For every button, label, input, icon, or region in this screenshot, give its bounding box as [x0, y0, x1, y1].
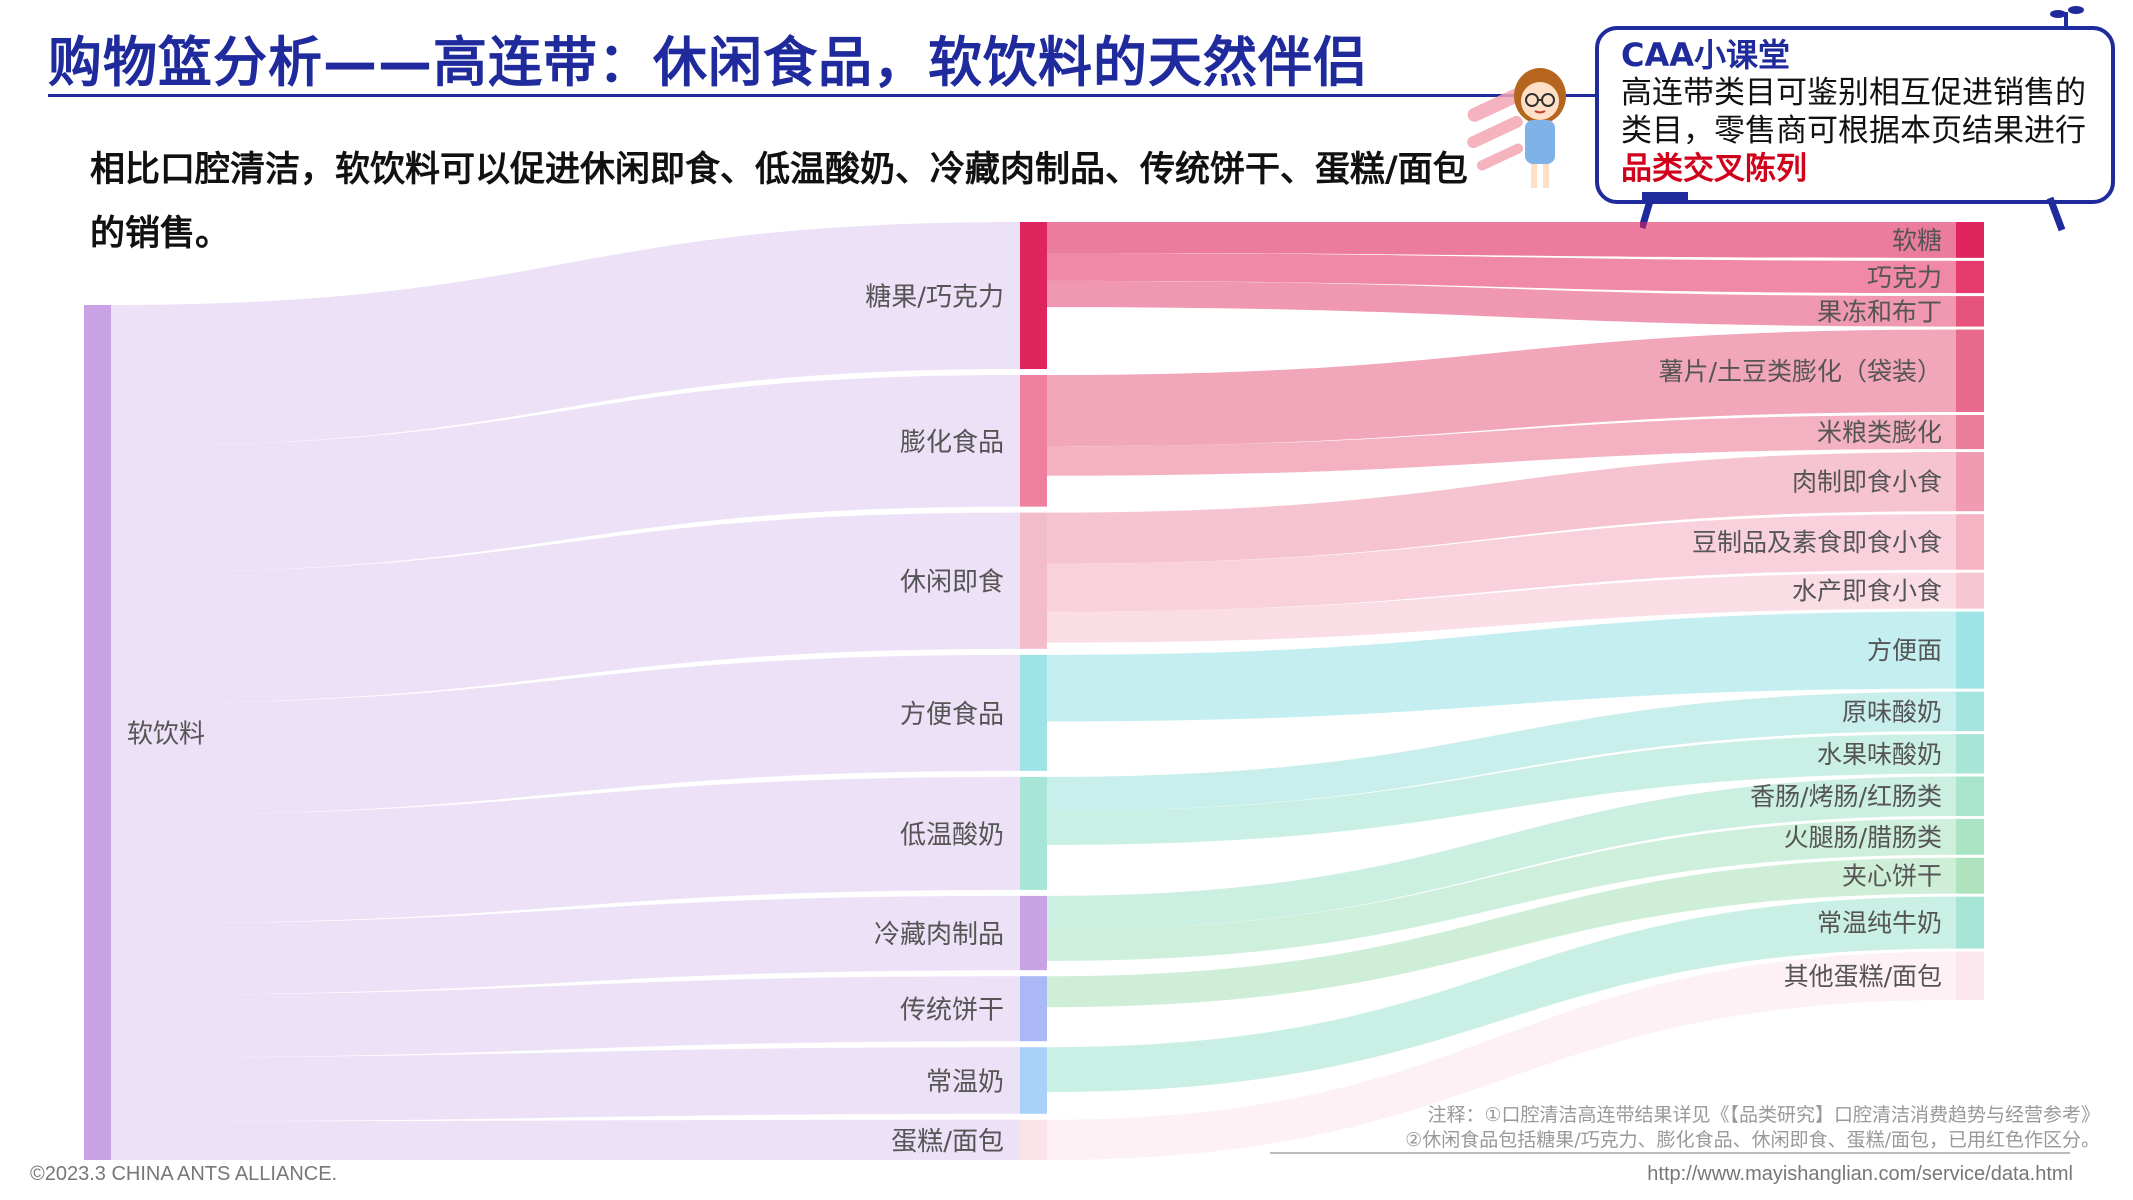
sankey-label-l2-2: 果冻和布丁 — [1817, 297, 1942, 326]
sankey-node-l2-3 — [1956, 329, 1984, 413]
sankey-flow-l2-8 — [1047, 611, 1956, 722]
sankey-node-l1-4 — [1020, 776, 1047, 890]
source-url[interactable]: http://www.mayishanglian.com/service/dat… — [1647, 1163, 2073, 1185]
sankey-label-l1-2: 休闲即食 — [900, 568, 1004, 598]
sankey-flow-source-6 — [111, 976, 1020, 1058]
sankey-label-l2-0: 软糖 — [1892, 226, 1942, 255]
tip-callout: CAA小课堂 高连带类目可鉴别相互促进销售的类目，零售商可根据本页结果进行品类交… — [1595, 26, 2115, 204]
sankey-flow-source-8 — [111, 1119, 1020, 1160]
sankey-node-l2-5 — [1956, 452, 1984, 512]
sankey-flow-source-7 — [111, 1047, 1020, 1122]
sankey-flow-l2-5 — [1047, 452, 1956, 564]
sankey-flow-source-0 — [111, 222, 1020, 447]
sankey-label-l2-5: 肉制即食小食 — [1792, 468, 1942, 497]
sankey-label-l1-8: 蛋糕/面包 — [891, 1127, 1004, 1157]
sankey-node-l2-11 — [1956, 776, 1984, 816]
sankey-node-l2-10 — [1956, 734, 1984, 774]
sprout-icon — [2050, 6, 2084, 30]
sankey-label-l2-4: 米粮类膨化 — [1817, 418, 1942, 447]
sankey-flow-source-1 — [111, 375, 1020, 573]
sankey-label-l2-3: 薯片/土豆类膨化（袋装） — [1659, 357, 1942, 386]
sankey-node-l2-15 — [1956, 951, 1984, 1000]
note-line-2: ②休闲食品包括糖果/巧克力、膨化食品、休闲即食、蛋糕/面包，已用红色作区分。 — [1405, 1129, 2100, 1151]
sankey-flow-l2-6 — [1047, 514, 1956, 612]
sankey-flow-l2-10 — [1047, 734, 1956, 846]
sankey-label-l2-7: 水产即食小食 — [1792, 577, 1942, 606]
sankey-label-l2-12: 火腿肠/腊肠类 — [1784, 823, 1942, 852]
sankey-node-l2-13 — [1956, 857, 1984, 894]
sankey-node-l1-1 — [1020, 375, 1047, 507]
sankey-node-l2-7 — [1956, 572, 1984, 609]
sankey-label-l1-7: 常温奶 — [926, 1067, 1004, 1097]
footer-divider — [1270, 1152, 2070, 1154]
sankey-node-l2-2 — [1956, 296, 1984, 327]
sankey-label-l2-1: 巧克力 — [1867, 263, 1942, 292]
sankey-label-l2-8: 方便面 — [1867, 636, 1942, 665]
sankey-label-l2-11: 香肠/烤肠/红肠类 — [1750, 782, 1942, 811]
chart-notes: 注释：①口腔清洁高连带结果详见《【品类研究】口腔清洁消费趋势与经营参考》 ②休闲… — [1300, 1103, 2100, 1153]
page-title: 购物篮分析——高连带：休闲食品，软饮料的天然伴侣 — [48, 31, 1368, 94]
sankey-node-l1-0 — [1020, 222, 1047, 370]
sankey-flow-l2-9 — [1047, 691, 1956, 811]
sankey-label-l2-10: 水果味酸奶 — [1817, 740, 1942, 769]
sankey-node-l1-5 — [1020, 895, 1047, 971]
sankey-node-l2-0 — [1956, 222, 1984, 258]
title-divider — [48, 94, 1608, 97]
sankey-label-l2-13: 夹心饼干 — [1842, 862, 1942, 891]
sankey-flow-source-4 — [111, 776, 1020, 924]
sankey-flow-l2-7 — [1047, 572, 1956, 643]
sankey-flow-l2-13 — [1047, 857, 1956, 1008]
sankey-node-l1-6 — [1020, 976, 1047, 1042]
teacher-mascot-icon — [1467, 68, 1566, 188]
sankey-flow-source-2 — [111, 512, 1020, 704]
sankey-node-l1-3 — [1020, 654, 1047, 771]
sankey-label-l1-4: 低温酸奶 — [900, 820, 1004, 850]
sankey-label-l2-9: 原味酸奶 — [1842, 697, 1942, 726]
sankey-node-l1-2 — [1020, 512, 1047, 649]
sankey-label-l2-14: 常温纯牛奶 — [1817, 909, 1942, 938]
sankey-node-l1-7 — [1020, 1047, 1047, 1114]
sankey-node-l1-8 — [1020, 1119, 1047, 1160]
sankey-flow-source-3 — [111, 654, 1020, 816]
sankey-node-l2-9 — [1956, 691, 1984, 732]
sankey-node-l2-8 — [1956, 611, 1984, 689]
sankey-node-l2-6 — [1956, 514, 1984, 570]
sankey-node-l2-1 — [1956, 260, 1984, 294]
sankey-flow-l2-4 — [1047, 415, 1956, 476]
sankey-flow-l2-3 — [1047, 329, 1956, 447]
sankey-flow-l2-15 — [1047, 951, 1956, 1160]
sankey-flow-l2-14 — [1047, 896, 1956, 1093]
note-line-1: 注释：①口腔清洁高连带结果详见《【品类研究】口腔清洁消费趋势与经营参考》 — [1427, 1104, 2100, 1126]
easel-leg-right-icon — [2046, 196, 2066, 232]
tip-highlight: 品类交叉陈列 — [1621, 151, 1807, 187]
sankey-label-l2-15: 其他蛋糕/面包 — [1784, 962, 1942, 991]
sankey-node-source — [84, 305, 111, 1160]
sankey-node-l2-4 — [1956, 415, 1984, 450]
tip-title: CAA小课堂 — [1621, 36, 1791, 74]
sankey-label-l1-1: 膨化食品 — [900, 428, 1004, 458]
sankey-label-source: 软饮料 — [127, 720, 205, 750]
sankey-flow-l2-2 — [1047, 280, 1956, 327]
sankey-node-l2-14 — [1956, 896, 1984, 949]
sankey-flow-l2-12 — [1047, 818, 1956, 961]
sankey-flow-l2-0 — [1047, 222, 1956, 258]
sankey-label-l1-3: 方便食品 — [900, 700, 1004, 730]
tip-body-text: 高连带类目可鉴别相互促进销售的类目，零售商可根据本页结果进行 — [1621, 75, 2086, 149]
sankey-flow-source-5 — [111, 895, 1020, 995]
sankey-label-l1-5: 冷藏肉制品 — [874, 920, 1004, 950]
sankey-label-l2-6: 豆制品及素食即食小食 — [1692, 528, 1942, 557]
sankey-flow-l2-1 — [1047, 252, 1956, 294]
copyright: ©2023.3 CHINA ANTS ALLIANCE. — [30, 1163, 338, 1185]
page-subtitle: 相比口腔清洁，软饮料可以促进休闲即食、低温酸奶、冷藏肉制品、传统饼干、蛋糕/面包… — [90, 150, 1468, 254]
sankey-node-l2-12 — [1956, 818, 1984, 855]
sankey-label-l1-0: 糖果/巧克力 — [865, 283, 1004, 313]
sankey-flow-l2-11 — [1047, 776, 1956, 930]
sankey-label-l1-6: 传统饼干 — [900, 996, 1004, 1026]
tip-body: 高连带类目可鉴别相互促进销售的类目，零售商可根据本页结果进行品类交叉陈列 — [1621, 74, 2089, 188]
